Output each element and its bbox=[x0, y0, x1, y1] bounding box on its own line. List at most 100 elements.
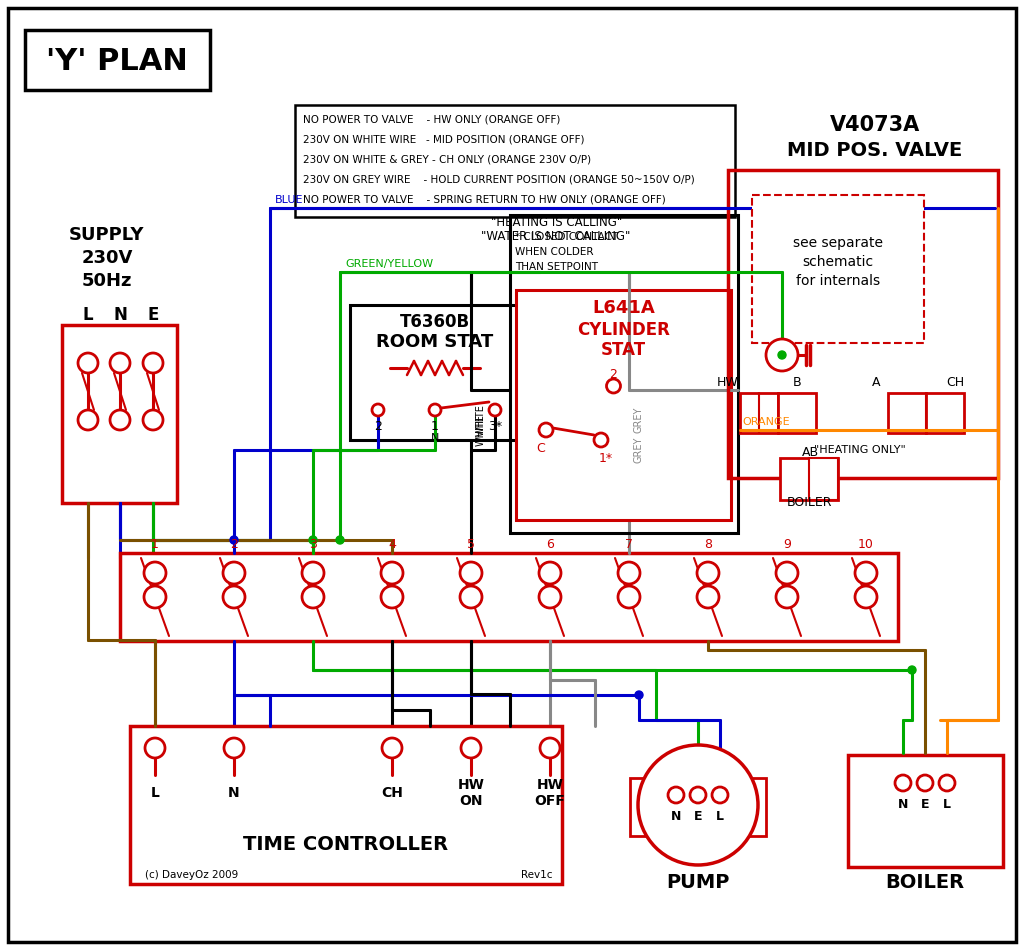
Circle shape bbox=[309, 536, 317, 544]
Circle shape bbox=[697, 562, 719, 584]
Text: 1: 1 bbox=[152, 539, 159, 552]
Circle shape bbox=[618, 562, 640, 584]
Circle shape bbox=[939, 775, 955, 791]
Circle shape bbox=[539, 423, 553, 437]
Circle shape bbox=[540, 738, 560, 758]
Circle shape bbox=[606, 379, 621, 393]
Circle shape bbox=[145, 738, 165, 758]
Text: L: L bbox=[716, 810, 724, 824]
Circle shape bbox=[918, 775, 933, 791]
Text: THAN SETPOINT: THAN SETPOINT bbox=[515, 262, 598, 272]
Circle shape bbox=[144, 586, 166, 608]
Text: "WATER IS NOT CALLING": "WATER IS NOT CALLING" bbox=[480, 231, 630, 243]
Circle shape bbox=[381, 562, 403, 584]
Circle shape bbox=[381, 586, 403, 608]
Bar bbox=[510, 215, 738, 533]
Circle shape bbox=[712, 787, 728, 803]
Text: "HEATING ONLY": "HEATING ONLY" bbox=[814, 445, 906, 455]
Text: 230V: 230V bbox=[81, 249, 133, 267]
Text: GREEN/YELLOW: GREEN/YELLOW bbox=[345, 259, 433, 269]
Bar bbox=[120, 553, 898, 641]
Text: schematic: schematic bbox=[803, 255, 873, 269]
Text: TIME CONTROLLER: TIME CONTROLLER bbox=[244, 835, 449, 854]
Bar bbox=[740, 393, 778, 433]
Text: ORANGE: ORANGE bbox=[742, 417, 790, 427]
Text: 10: 10 bbox=[858, 539, 873, 552]
Circle shape bbox=[223, 562, 245, 584]
Text: CH: CH bbox=[946, 376, 964, 390]
Bar bbox=[738, 778, 766, 836]
Text: E: E bbox=[147, 306, 159, 324]
Circle shape bbox=[618, 586, 640, 608]
Text: 3*: 3* bbox=[488, 420, 502, 432]
Bar bbox=[630, 778, 658, 836]
Text: BLUE: BLUE bbox=[275, 195, 303, 205]
Circle shape bbox=[224, 738, 244, 758]
Text: 5: 5 bbox=[467, 539, 475, 552]
Text: 7: 7 bbox=[625, 539, 633, 552]
Circle shape bbox=[908, 666, 916, 674]
Circle shape bbox=[382, 738, 402, 758]
Circle shape bbox=[776, 586, 798, 608]
Text: N: N bbox=[113, 306, 127, 324]
Bar bbox=[888, 393, 926, 433]
Text: L: L bbox=[83, 306, 93, 324]
Circle shape bbox=[302, 586, 324, 608]
Circle shape bbox=[635, 691, 643, 699]
Text: N: N bbox=[431, 433, 439, 443]
Bar bbox=[350, 305, 520, 440]
Circle shape bbox=[489, 404, 501, 416]
Text: CYLINDER: CYLINDER bbox=[578, 321, 670, 339]
Text: HW: HW bbox=[717, 376, 739, 390]
Circle shape bbox=[461, 738, 481, 758]
Text: see separate: see separate bbox=[793, 236, 883, 250]
Circle shape bbox=[110, 410, 130, 430]
Text: T6360B: T6360B bbox=[400, 313, 470, 331]
Text: (c) DaveyOz 2009: (c) DaveyOz 2009 bbox=[145, 870, 239, 880]
Text: HW
ON: HW ON bbox=[458, 778, 484, 808]
Circle shape bbox=[855, 562, 877, 584]
Text: WHITE: WHITE bbox=[476, 404, 486, 436]
Circle shape bbox=[778, 351, 786, 359]
Circle shape bbox=[638, 745, 758, 865]
Text: CH: CH bbox=[381, 786, 402, 800]
Bar bbox=[780, 458, 838, 500]
Text: 50Hz: 50Hz bbox=[82, 272, 132, 290]
Text: A: A bbox=[871, 376, 881, 390]
Text: BOILER: BOILER bbox=[886, 872, 965, 891]
Circle shape bbox=[690, 787, 706, 803]
Bar bbox=[130, 726, 562, 884]
Text: SUPPLY: SUPPLY bbox=[70, 226, 144, 244]
Text: B: B bbox=[793, 376, 802, 390]
Bar bbox=[62, 325, 177, 503]
Circle shape bbox=[144, 562, 166, 584]
Text: HW
OFF: HW OFF bbox=[535, 778, 565, 808]
Text: STAT: STAT bbox=[601, 341, 646, 359]
Text: AB: AB bbox=[802, 446, 818, 459]
Text: 9: 9 bbox=[783, 539, 791, 552]
Text: 6: 6 bbox=[546, 539, 554, 552]
Text: "HEATING IS CALLING": "HEATING IS CALLING" bbox=[490, 216, 622, 229]
Circle shape bbox=[895, 775, 911, 791]
Text: GREY: GREY bbox=[634, 437, 644, 464]
Bar bbox=[752, 195, 924, 343]
Text: 3: 3 bbox=[309, 539, 317, 552]
Text: V4073A: V4073A bbox=[829, 115, 921, 135]
Circle shape bbox=[143, 353, 163, 373]
Text: L: L bbox=[943, 799, 951, 811]
Text: N: N bbox=[671, 810, 681, 824]
Text: 2: 2 bbox=[609, 368, 617, 381]
Circle shape bbox=[230, 536, 238, 544]
Text: 2: 2 bbox=[230, 539, 238, 552]
Circle shape bbox=[766, 339, 798, 371]
Circle shape bbox=[776, 562, 798, 584]
Circle shape bbox=[539, 586, 561, 608]
Bar bbox=[778, 393, 816, 433]
Text: 4: 4 bbox=[388, 539, 396, 552]
Text: 230V ON GREY WIRE    - HOLD CURRENT POSITION (ORANGE 50~150V O/P): 230V ON GREY WIRE - HOLD CURRENT POSITIO… bbox=[303, 174, 694, 184]
Bar bbox=[295, 105, 735, 217]
Text: MID POS. VALVE: MID POS. VALVE bbox=[787, 141, 963, 160]
Circle shape bbox=[539, 562, 561, 584]
Bar bbox=[809, 458, 838, 500]
Text: N: N bbox=[228, 786, 240, 800]
